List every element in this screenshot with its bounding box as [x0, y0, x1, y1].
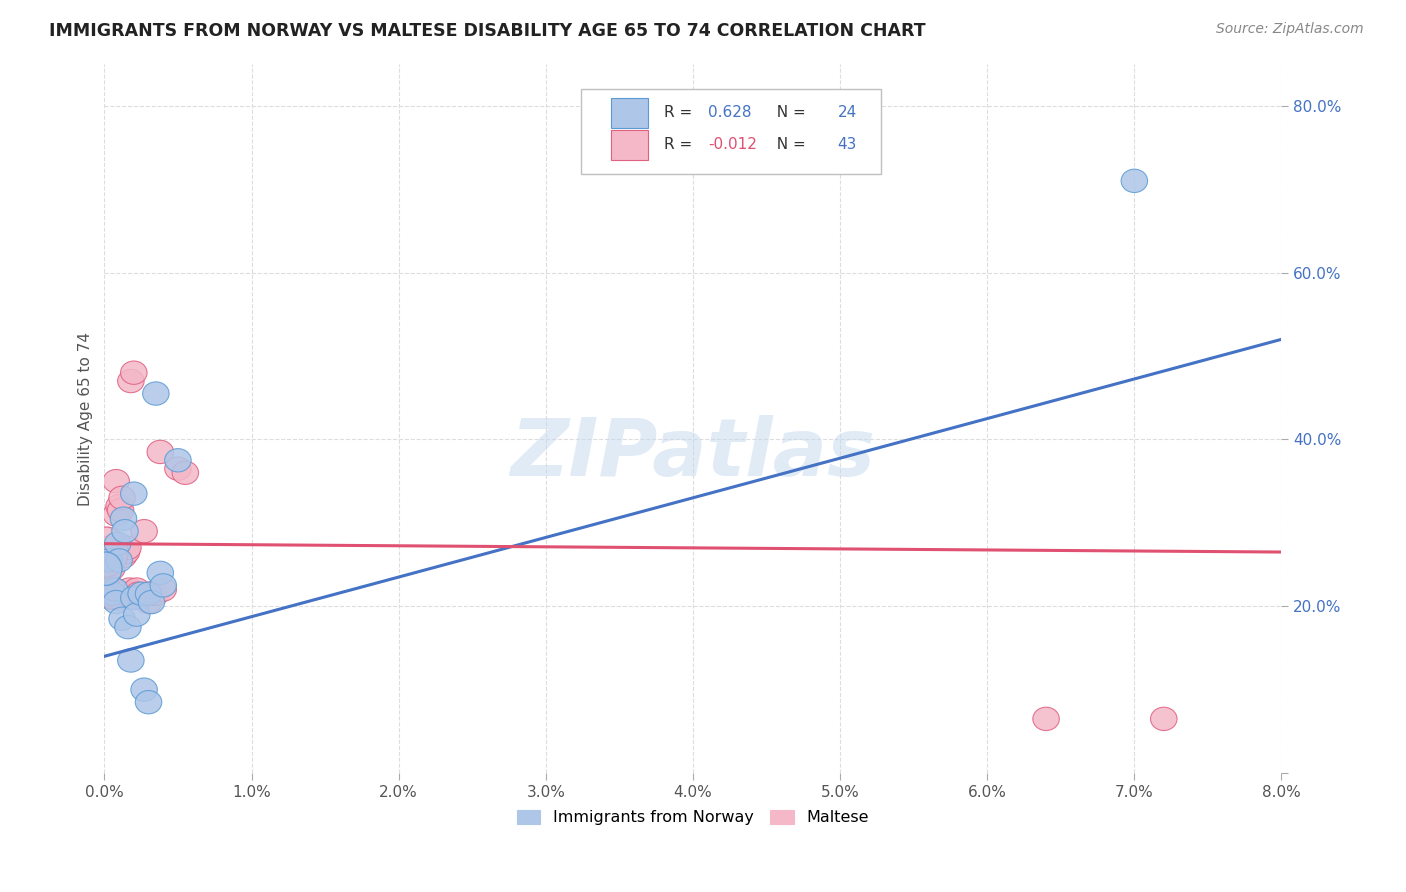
Ellipse shape — [94, 578, 121, 601]
Ellipse shape — [125, 582, 152, 606]
Ellipse shape — [107, 499, 134, 522]
Ellipse shape — [135, 690, 162, 714]
Ellipse shape — [98, 557, 125, 581]
FancyBboxPatch shape — [581, 89, 882, 174]
Ellipse shape — [103, 591, 129, 614]
Ellipse shape — [135, 591, 162, 614]
Ellipse shape — [128, 586, 155, 609]
Ellipse shape — [105, 549, 132, 572]
Ellipse shape — [100, 582, 125, 606]
Ellipse shape — [110, 507, 136, 531]
Ellipse shape — [148, 561, 173, 584]
Text: N =: N = — [768, 104, 811, 120]
Ellipse shape — [105, 494, 132, 518]
Text: 24: 24 — [838, 104, 858, 120]
Ellipse shape — [121, 482, 148, 506]
Ellipse shape — [121, 361, 148, 384]
Ellipse shape — [101, 578, 128, 601]
Ellipse shape — [117, 578, 142, 601]
Ellipse shape — [118, 648, 143, 673]
Ellipse shape — [98, 586, 124, 609]
Ellipse shape — [108, 486, 135, 509]
Ellipse shape — [101, 582, 128, 606]
Ellipse shape — [104, 541, 131, 564]
Text: 0.628: 0.628 — [709, 104, 752, 120]
Ellipse shape — [100, 582, 125, 606]
Ellipse shape — [150, 578, 177, 601]
Text: R =: R = — [664, 136, 696, 152]
Text: -0.012: -0.012 — [709, 136, 756, 152]
Ellipse shape — [165, 449, 191, 472]
Ellipse shape — [1150, 707, 1177, 731]
Ellipse shape — [105, 586, 132, 609]
Text: N =: N = — [768, 136, 811, 152]
Ellipse shape — [97, 582, 124, 606]
Ellipse shape — [128, 582, 155, 606]
FancyBboxPatch shape — [610, 130, 648, 160]
Ellipse shape — [138, 591, 165, 614]
Ellipse shape — [93, 557, 120, 581]
Ellipse shape — [115, 615, 141, 639]
Ellipse shape — [101, 586, 128, 609]
Ellipse shape — [111, 519, 138, 543]
Ellipse shape — [108, 607, 135, 631]
Ellipse shape — [124, 603, 150, 626]
Ellipse shape — [1121, 169, 1147, 193]
Text: 43: 43 — [838, 136, 858, 152]
Ellipse shape — [131, 519, 157, 543]
Ellipse shape — [131, 678, 157, 701]
Ellipse shape — [90, 552, 122, 585]
Ellipse shape — [103, 469, 129, 492]
Ellipse shape — [115, 536, 141, 559]
Ellipse shape — [114, 541, 139, 564]
Ellipse shape — [104, 532, 131, 556]
Ellipse shape — [96, 578, 122, 601]
Ellipse shape — [135, 582, 162, 606]
Ellipse shape — [172, 461, 198, 484]
Ellipse shape — [96, 549, 122, 572]
Ellipse shape — [118, 369, 143, 392]
Ellipse shape — [103, 503, 129, 526]
Ellipse shape — [96, 536, 122, 559]
Text: ZIPatlas: ZIPatlas — [510, 415, 876, 493]
Ellipse shape — [1033, 707, 1059, 731]
Ellipse shape — [124, 578, 150, 601]
Legend: Immigrants from Norway, Maltese: Immigrants from Norway, Maltese — [516, 810, 869, 825]
Ellipse shape — [111, 582, 138, 606]
Ellipse shape — [84, 527, 128, 577]
Ellipse shape — [135, 582, 162, 606]
Ellipse shape — [121, 582, 148, 606]
Ellipse shape — [142, 382, 169, 405]
Ellipse shape — [94, 582, 121, 606]
Text: R =: R = — [664, 104, 696, 120]
Y-axis label: Disability Age 65 to 74: Disability Age 65 to 74 — [79, 332, 93, 506]
Ellipse shape — [100, 586, 127, 609]
Ellipse shape — [101, 578, 128, 601]
Ellipse shape — [138, 582, 165, 606]
Ellipse shape — [150, 574, 177, 597]
Ellipse shape — [148, 441, 173, 464]
Ellipse shape — [165, 457, 191, 480]
Ellipse shape — [121, 586, 148, 609]
FancyBboxPatch shape — [610, 98, 648, 128]
Ellipse shape — [142, 582, 169, 606]
Text: IMMIGRANTS FROM NORWAY VS MALTESE DISABILITY AGE 65 TO 74 CORRELATION CHART: IMMIGRANTS FROM NORWAY VS MALTESE DISABI… — [49, 22, 925, 40]
Ellipse shape — [141, 582, 167, 606]
Text: Source: ZipAtlas.com: Source: ZipAtlas.com — [1216, 22, 1364, 37]
Ellipse shape — [110, 544, 136, 568]
